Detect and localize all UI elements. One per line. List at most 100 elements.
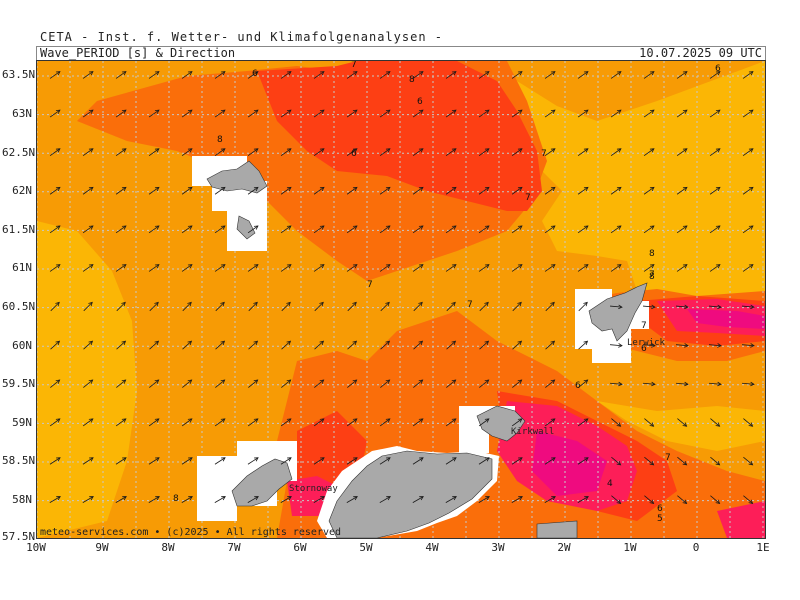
direction-arrow xyxy=(280,457,292,465)
direction-arrow xyxy=(412,109,424,118)
direction-arrow xyxy=(247,109,259,118)
faroe-south xyxy=(236,215,256,240)
direction-arrow xyxy=(379,109,391,118)
direction-arrow xyxy=(346,418,358,427)
direction-arrow xyxy=(577,148,589,156)
direction-arrow xyxy=(642,304,656,310)
direction-arrow xyxy=(544,109,556,118)
outer-hebrides xyxy=(231,458,293,507)
direction-arrow xyxy=(181,148,193,156)
direction-arrow xyxy=(609,304,623,310)
direction-arrow xyxy=(379,186,391,195)
direction-arrow xyxy=(412,496,424,503)
direction-arrow xyxy=(412,225,424,234)
direction-arrow xyxy=(709,264,721,272)
direction-arrow xyxy=(380,301,390,312)
direction-arrow xyxy=(379,264,391,272)
direction-arrow xyxy=(215,340,226,350)
direction-arrow xyxy=(379,496,391,503)
direction-arrow xyxy=(710,495,721,504)
direction-arrow xyxy=(412,457,424,465)
direction-arrow xyxy=(643,109,655,118)
direction-arrow xyxy=(116,379,127,388)
direction-arrow xyxy=(741,343,755,348)
institute-header: CETA - Inst. f. Wetter- und Klimafolgena… xyxy=(40,30,444,44)
direction-arrow xyxy=(478,109,490,118)
lon-label: 2W xyxy=(557,541,571,554)
direction-arrow xyxy=(609,343,623,348)
direction-arrow xyxy=(181,186,193,195)
direction-arrow xyxy=(544,71,556,79)
direction-arrow xyxy=(247,418,259,427)
direction-arrow xyxy=(214,186,226,195)
lon-label: 5W xyxy=(359,541,373,554)
direction-arrow xyxy=(611,456,622,466)
lon-label: 9W xyxy=(95,541,109,554)
lon-label: 8W xyxy=(161,541,175,554)
direction-arrow xyxy=(610,264,622,272)
direction-arrow xyxy=(247,496,259,503)
direction-arrow xyxy=(708,381,722,387)
lon-label: 7W xyxy=(227,541,241,554)
direction-arrow xyxy=(115,186,127,195)
contour-label: 7 xyxy=(467,300,473,310)
contour-label: 6 xyxy=(715,64,721,74)
credit-line: meteo-services.com • (c)2025 • All right… xyxy=(40,527,342,538)
direction-arrow xyxy=(181,71,193,79)
lon-label: 4W xyxy=(425,541,439,554)
direction-arrow xyxy=(313,496,325,503)
direction-arrow xyxy=(379,148,391,156)
direction-arrow xyxy=(148,457,160,465)
direction-arrow xyxy=(280,418,292,427)
direction-arrow xyxy=(215,379,226,388)
direction-arrow xyxy=(610,186,622,195)
direction-arrow xyxy=(346,496,358,503)
direction-arrow xyxy=(82,457,94,465)
direction-arrow xyxy=(83,340,94,350)
direction-arrow xyxy=(49,418,61,427)
direction-arrow xyxy=(214,225,226,234)
direction-arrow xyxy=(181,225,193,234)
direction-arrow xyxy=(214,418,226,427)
direction-arrow xyxy=(149,379,160,388)
direction-arrow xyxy=(148,148,160,156)
land-masses xyxy=(192,156,649,538)
direction-arrow xyxy=(445,109,457,118)
direction-arrow xyxy=(412,264,424,272)
direction-arrow xyxy=(676,225,688,234)
direction-arrow xyxy=(280,71,292,79)
direction-arrow xyxy=(247,71,259,79)
direction-arrow xyxy=(82,496,94,503)
direction-arrow xyxy=(478,264,490,272)
direction-arrow xyxy=(544,225,556,234)
direction-arrow xyxy=(314,301,324,312)
direction-arrow xyxy=(379,225,391,234)
direction-arrow xyxy=(346,186,358,195)
direction-arrow xyxy=(511,109,523,118)
lat-label: 58.5N xyxy=(2,454,36,467)
place-lerwick: Lerwick xyxy=(627,338,666,348)
direction-arrow xyxy=(545,301,555,312)
lat-label: 59.5N xyxy=(2,377,36,390)
direction-arrow xyxy=(182,301,192,312)
direction-arrow xyxy=(478,148,490,156)
direction-arrow xyxy=(280,264,292,272)
direction-arrow xyxy=(346,457,358,465)
direction-arrow xyxy=(610,225,622,234)
direction-arrow xyxy=(313,418,325,427)
lat-label: 62.5N xyxy=(2,146,36,159)
direction-arrow xyxy=(545,379,556,388)
direction-arrow xyxy=(677,418,688,427)
direction-arrow xyxy=(49,109,61,118)
place-kirkwall: Kirkwall xyxy=(511,427,554,437)
direction-arrow xyxy=(82,71,94,79)
direction-arrow xyxy=(511,225,523,234)
direction-arrow xyxy=(280,186,292,195)
contour-label: 6 xyxy=(641,344,647,354)
direction-arrow xyxy=(380,340,391,350)
direction-arrow xyxy=(445,496,457,503)
direction-arrow xyxy=(346,264,358,272)
direction-arrow xyxy=(347,340,358,350)
direction-arrow xyxy=(511,148,523,156)
